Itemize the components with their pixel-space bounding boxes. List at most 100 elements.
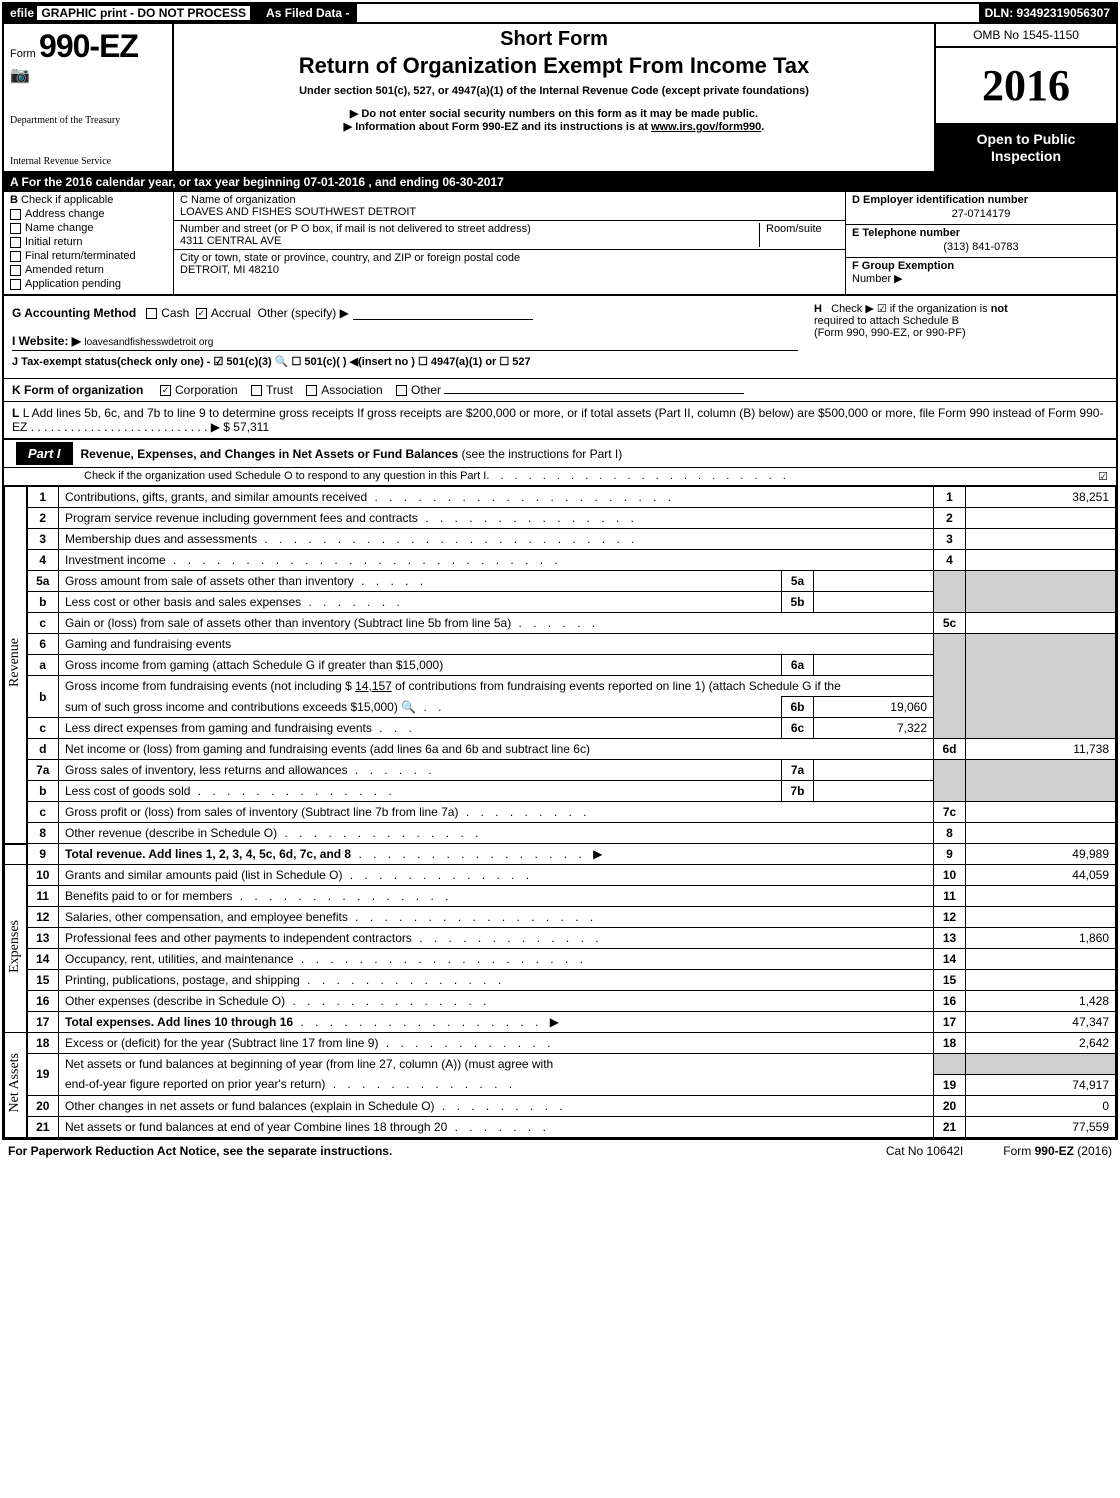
line-desc: Gaming and fundraising events xyxy=(59,634,934,655)
line-desc: Contributions, gifts, grants, and simila… xyxy=(59,487,934,508)
dots: . . . . . . . . . . . . xyxy=(378,1036,554,1050)
b-check-if: Check if applicable xyxy=(21,194,113,206)
part1-title-bold: Revenue, Expenses, and Changes in Net As… xyxy=(81,447,459,461)
table-row: 11 Benefits paid to or for members . . .… xyxy=(5,886,1116,907)
line-num: 13 xyxy=(27,928,59,949)
line-amt xyxy=(966,886,1116,907)
b-item-address: Address change xyxy=(10,208,167,220)
checkbox-icon[interactable] xyxy=(10,223,21,234)
checkbox-icon[interactable] xyxy=(251,385,262,396)
as-filed-label: As Filed Data - xyxy=(256,4,357,22)
desc-text: Less cost of goods sold xyxy=(65,784,190,798)
line-rn: 8 xyxy=(934,823,966,844)
grey-cell xyxy=(934,571,966,613)
line-desc: Other revenue (describe in Schedule O) .… xyxy=(59,823,934,844)
d-label: D Employer identification number xyxy=(852,194,1110,206)
dots: . . . . . . . . . . . . . xyxy=(342,868,533,882)
table-row: Expenses 10 Grants and similar amounts p… xyxy=(5,865,1116,886)
dept-treasury: Department of the Treasury xyxy=(10,115,166,126)
mini-num: 6b xyxy=(782,697,814,718)
col-gij: G Accounting Method Cash ✓Accrual Other … xyxy=(4,296,806,378)
section-l: L L Add lines 5b, 6c, and 7b to line 9 t… xyxy=(4,402,1116,440)
line-desc: Other expenses (describe in Schedule O) … xyxy=(59,991,934,1012)
l-bold: L xyxy=(12,406,19,420)
line-amt: 77,559 xyxy=(966,1116,1116,1137)
desc-text: of contributions from fundraising events… xyxy=(392,679,841,693)
table-row: end-of-year figure reported on prior yea… xyxy=(5,1074,1116,1095)
checkbox-icon[interactable] xyxy=(306,385,317,396)
dots: . . . . . . . . . xyxy=(435,1099,567,1113)
efile-banner: efile GRAPHIC print - DO NOT PROCESS xyxy=(4,4,256,22)
checkbox-icon[interactable] xyxy=(146,308,157,319)
dots: . . . . . . . . . . . . . . xyxy=(190,784,395,798)
omb-number: OMB No 1545-1150 xyxy=(934,24,1116,48)
line-desc: Program service revenue including govern… xyxy=(59,508,934,529)
h-label: H xyxy=(814,303,822,315)
line-amt xyxy=(966,613,1116,634)
side-label-text: Net Assets xyxy=(7,1049,23,1117)
b-label: B xyxy=(10,194,18,206)
dots: . . . . . . . . . . . . . xyxy=(412,931,603,945)
line-desc: Gross income from fundraising events (no… xyxy=(59,676,934,697)
checkbox-icon[interactable] xyxy=(10,265,21,276)
c-addr-value: 4311 CENTRAL AVE xyxy=(180,235,759,247)
line-amt: 11,738 xyxy=(966,739,1116,760)
line-desc: Less cost of goods sold . . . . . . . . … xyxy=(59,781,782,802)
g-other-line[interactable] xyxy=(353,306,533,320)
desc-text: Less direct expenses from gaming and fun… xyxy=(65,721,372,735)
dots: . . . . . . xyxy=(348,763,436,777)
c-city-label: City or town, state or province, country… xyxy=(180,252,839,264)
c-city-value: DETROIT, MI 48210 xyxy=(180,264,839,276)
checkbox-icon[interactable] xyxy=(10,209,21,220)
k-other-line[interactable] xyxy=(444,393,744,394)
line-desc: Total revenue. Add lines 1, 2, 3, 4, 5c,… xyxy=(59,844,934,865)
dln-label: DLN: 93492319056307 xyxy=(979,4,1116,22)
checkbox-icon[interactable]: ✓ xyxy=(160,385,171,396)
line-num: 12 xyxy=(27,907,59,928)
row-a-tax-year: A For the 2016 calendar year, or tax yea… xyxy=(4,173,1116,192)
form-id-block: Form 990-EZ 📷 Department of the Treasury… xyxy=(4,24,174,171)
irs-link[interactable]: www.irs.gov/form990 xyxy=(651,121,761,133)
dots: . . . . . . . . . . . . . . . . . . . . … xyxy=(166,553,562,567)
table-row: Net Assets 18 Excess or (deficit) for th… xyxy=(5,1033,1116,1054)
table-row: Revenue 1 Contributions, gifts, grants, … xyxy=(5,487,1116,508)
dots: . . . . . . . . . . . . . . . xyxy=(418,511,638,525)
table-row: 19 Net assets or fund balances at beginn… xyxy=(5,1054,1116,1075)
desc-text: Professional fees and other payments to … xyxy=(65,931,412,945)
line-num: c xyxy=(27,613,59,634)
checkbox-icon[interactable]: ✓ xyxy=(196,308,207,319)
line-desc: Less direct expenses from gaming and fun… xyxy=(59,718,782,739)
b-item-label: Initial return xyxy=(25,236,82,248)
line-desc: Excess or (deficit) for the year (Subtra… xyxy=(59,1033,934,1054)
table-row: 3 Membership dues and assessments . . . … xyxy=(5,529,1116,550)
desc-text: Gross income from gaming (attach Schedul… xyxy=(65,658,443,672)
g-accrual: Accrual xyxy=(211,306,251,320)
footer-right-suffix: (2016) xyxy=(1074,1144,1112,1158)
line-num: 1 xyxy=(27,487,59,508)
dots: . . . . . . . . . . . . . . . . . . . . … xyxy=(367,490,675,504)
line-num: b xyxy=(27,676,59,718)
mini-num: 5a xyxy=(782,571,814,592)
b-item-pending: Application pending xyxy=(10,278,167,290)
desc-text: Other revenue (describe in Schedule O) xyxy=(65,826,277,840)
line-desc: Less cost or other basis and sales expen… xyxy=(59,592,782,613)
line-rn: 1 xyxy=(934,487,966,508)
checkbox-icon[interactable] xyxy=(10,279,21,290)
line-desc: Investment income . . . . . . . . . . . … xyxy=(59,550,934,571)
line-num: 15 xyxy=(27,970,59,991)
line-amt: 74,917 xyxy=(966,1074,1116,1095)
b-item-label: Application pending xyxy=(25,278,121,290)
line-rn: 14 xyxy=(934,949,966,970)
checkbox-icon[interactable] xyxy=(396,385,407,396)
dots: . . . . . . . . . . . . . . . . . xyxy=(348,910,597,924)
dots: . . . . . . . . . . . . . . . . xyxy=(351,847,593,861)
desc-text: Occupancy, rent, utilities, and maintena… xyxy=(65,952,294,966)
form-990ez: efile GRAPHIC print - DO NOT PROCESS As … xyxy=(2,2,1118,1140)
part1-sub-dots: . . . . . . . . . . . . . . . . . . . . … xyxy=(486,470,1098,483)
mini-num: 5b xyxy=(782,592,814,613)
line-rn: 3 xyxy=(934,529,966,550)
checkbox-icon[interactable] xyxy=(10,237,21,248)
desc-text: Investment income xyxy=(65,553,166,567)
checkbox-icon[interactable] xyxy=(10,251,21,262)
dots: . . . . . . xyxy=(511,616,599,630)
